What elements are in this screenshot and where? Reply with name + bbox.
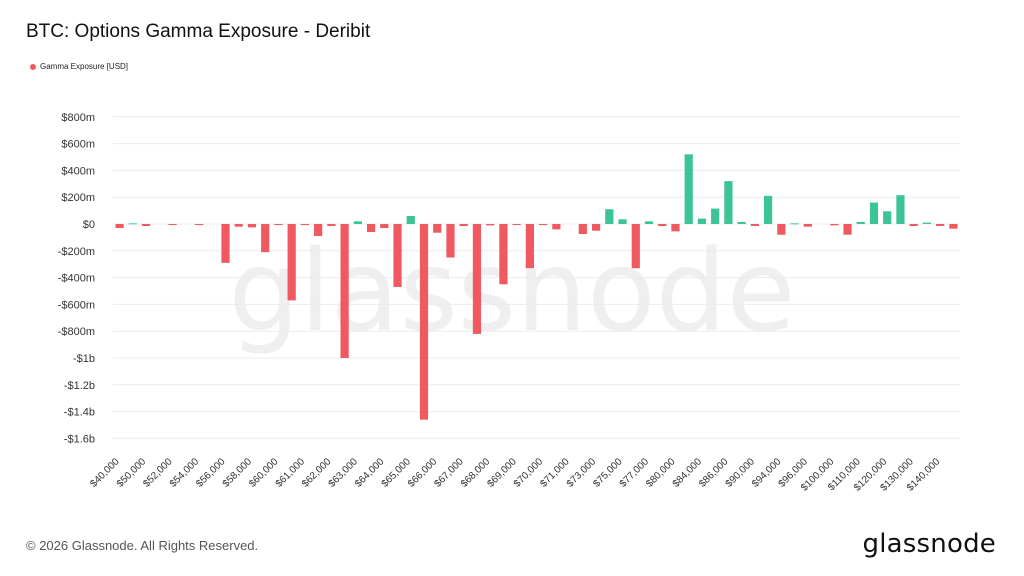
- glassnode-logo[interactable]: glassnode: [862, 529, 996, 559]
- gamma-bar[interactable]: [327, 224, 336, 227]
- gamma-bar[interactable]: [539, 224, 548, 225]
- gamma-bar[interactable]: [406, 215, 415, 224]
- gamma-bar[interactable]: [711, 208, 720, 224]
- gamma-bar[interactable]: [697, 218, 707, 224]
- gamma-bar[interactable]: [605, 209, 614, 224]
- y-tick-label: $400m: [61, 165, 95, 177]
- gamma-bar[interactable]: [261, 224, 270, 253]
- gamma-bar[interactable]: [247, 224, 257, 228]
- grid-lines: [113, 116, 960, 439]
- gamma-bar[interactable]: [883, 211, 892, 224]
- y-tick-label: -$600m: [58, 299, 95, 311]
- legend[interactable]: Gamma Exposure [USD]: [30, 62, 128, 71]
- gamma-bar[interactable]: [380, 224, 389, 229]
- gamma-bar[interactable]: [552, 224, 561, 230]
- y-tick-label: $800m: [61, 112, 95, 124]
- watermark: glassnode: [228, 227, 795, 357]
- gamma-bar[interactable]: [168, 224, 177, 225]
- gamma-bar[interactable]: [856, 221, 865, 224]
- y-tick-label: $200m: [61, 192, 95, 204]
- gamma-exposure-chart: glassnode $800m $600m $400m $200m $0 -$200m -$…: [58, 112, 960, 494]
- gamma-bar[interactable]: [869, 202, 879, 224]
- gamma-bar[interactable]: [128, 223, 137, 225]
- copyright-text: © 2026 Glassnode. All Rights Reserved.: [26, 538, 259, 553]
- gamma-bar[interactable]: [115, 224, 124, 229]
- legend-label: Gamma Exposure [USD]: [40, 62, 129, 71]
- gamma-bar[interactable]: [221, 224, 230, 263]
- gamma-bar[interactable]: [340, 224, 349, 358]
- gamma-bar[interactable]: [366, 224, 376, 233]
- gamma-bar[interactable]: [141, 224, 151, 227]
- gamma-bar[interactable]: [750, 224, 759, 227]
- chart-title: BTC: Options Gamma Exposure - Deribit: [26, 21, 371, 42]
- legend-swatch: [30, 63, 36, 70]
- y-tick-label: -$800m: [58, 326, 95, 338]
- gamma-bar[interactable]: [486, 224, 495, 226]
- gamma-bar[interactable]: [314, 224, 323, 237]
- y-tick-label: -$1.4b: [64, 407, 95, 419]
- gamma-bar[interactable]: [234, 224, 243, 227]
- gamma-bar[interactable]: [353, 221, 362, 224]
- gamma-bar[interactable]: [194, 224, 204, 225]
- gamma-bar[interactable]: [724, 181, 733, 224]
- gamma-bar[interactable]: [843, 224, 852, 235]
- gamma-bar[interactable]: [790, 223, 799, 225]
- y-tick-label: $0: [83, 219, 95, 231]
- gamma-bar[interactable]: [658, 224, 667, 227]
- bars: [115, 154, 958, 420]
- gamma-bar[interactable]: [300, 224, 310, 225]
- gamma-bar[interactable]: [287, 224, 296, 301]
- y-tick-label: -$1.2b: [64, 380, 95, 392]
- gamma-bar[interactable]: [671, 224, 680, 232]
- gamma-bar[interactable]: [274, 224, 283, 225]
- gamma-bar[interactable]: [618, 219, 627, 224]
- gamma-bar[interactable]: [777, 224, 786, 235]
- gamma-bar[interactable]: [644, 221, 654, 224]
- y-axis: $800m $600m $400m $200m $0 -$200m -$400m -$600m…: [58, 112, 95, 446]
- gamma-bar[interactable]: [419, 224, 429, 420]
- gamma-bar[interactable]: [631, 224, 640, 269]
- y-tick-label: -$200m: [58, 246, 95, 258]
- gamma-bar[interactable]: [764, 195, 773, 224]
- gamma-bar[interactable]: [525, 224, 534, 269]
- y-tick-label: -$1.6b: [64, 433, 95, 445]
- gamma-bar[interactable]: [922, 222, 932, 224]
- gamma-bar[interactable]: [591, 224, 601, 231]
- gamma-bar[interactable]: [949, 224, 958, 229]
- gamma-bar[interactable]: [803, 224, 812, 227]
- y-tick-label: -$1b: [73, 353, 95, 365]
- gamma-bar[interactable]: [909, 224, 918, 227]
- gamma-bar[interactable]: [446, 224, 455, 258]
- y-tick-label: $600m: [61, 139, 95, 151]
- gamma-bar[interactable]: [472, 224, 482, 334]
- gamma-bar[interactable]: [512, 224, 521, 225]
- y-tick-label: -$400m: [58, 273, 95, 285]
- gamma-bar[interactable]: [684, 154, 693, 224]
- gamma-bar[interactable]: [433, 224, 442, 233]
- gamma-bar[interactable]: [830, 224, 839, 226]
- gamma-bar[interactable]: [499, 224, 508, 285]
- x-axis: $40,000$50,000$52,000$54,000$56,000$58,0…: [88, 456, 942, 494]
- gamma-bar[interactable]: [393, 224, 402, 287]
- gamma-bar[interactable]: [578, 224, 587, 235]
- gamma-bar[interactable]: [459, 224, 468, 227]
- gamma-bar[interactable]: [936, 224, 945, 227]
- gamma-bar[interactable]: [896, 195, 905, 224]
- gamma-bar[interactable]: [737, 221, 746, 224]
